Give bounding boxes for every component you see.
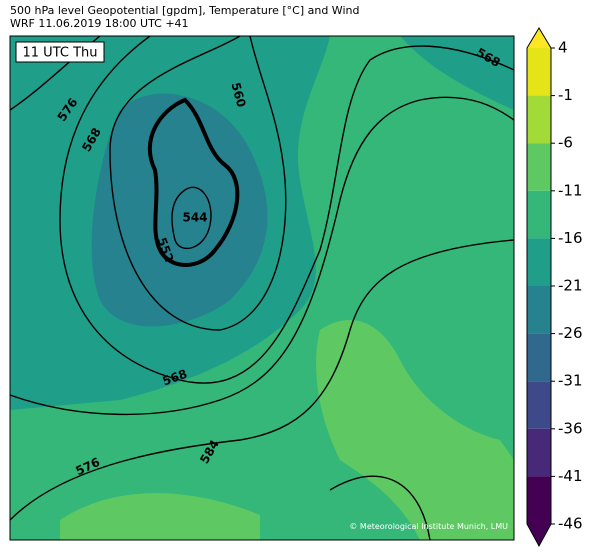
colorbar-segment — [527, 428, 551, 477]
map-title: 500 hPa level Geopotential [gpdm], Tempe… — [10, 4, 359, 17]
colorbar-tick-label: -6 — [558, 134, 573, 152]
temp-area — [91, 93, 268, 327]
temp-area — [400, 36, 514, 110]
colorbar-tick-label: -31 — [558, 372, 583, 390]
colorbar-tick-label: -21 — [558, 277, 583, 295]
colorbar-tick-label: -46 — [558, 515, 583, 533]
colorbar-tick-label: -26 — [558, 324, 583, 342]
contour-line — [10, 239, 514, 521]
contour-line — [10, 96, 514, 416]
colorbar-segment — [527, 95, 551, 144]
colorbar-segment — [527, 48, 551, 96]
colorbar-tick-label: -16 — [558, 229, 583, 247]
map-frame — [9, 35, 515, 541]
credit: © Meteorological Institute Munich, LMU — [349, 522, 508, 531]
contour-line — [171, 186, 212, 250]
colorbar-segment — [527, 333, 551, 382]
colorbar-tick-label: -36 — [558, 419, 583, 437]
colorbar-tick-label: -1 — [558, 86, 573, 104]
temp-area — [60, 493, 260, 540]
colorbar-segment — [527, 286, 551, 334]
colorbar-tick-label: 4 — [558, 39, 568, 57]
temp-area — [316, 320, 514, 540]
colorbar-segment — [527, 143, 551, 191]
colorbar-segment — [527, 381, 551, 429]
contour-label: 560 — [228, 81, 248, 109]
time-label: 11 UTC Thu — [23, 46, 98, 61]
time-box — [15, 41, 105, 63]
colorbar-extend-top — [527, 28, 551, 48]
contour-label: 544 — [182, 211, 207, 225]
colorbar-extend-bottom — [527, 524, 551, 546]
contour-line — [59, 36, 514, 384]
contour-line — [329, 475, 431, 540]
colorbar-segment — [527, 190, 551, 239]
map-subtitle: WRF 11.06.2019 18:00 UTC +41 — [10, 17, 189, 30]
colorbar-tick-label: -41 — [558, 467, 583, 485]
contour-line — [109, 36, 287, 331]
colorbar-tick-label: -11 — [558, 181, 583, 199]
colorbar: 4 -1 -6 -11 -16 -21 -26 -31 -36 -41 -46 — [526, 27, 583, 548]
contour-line-bold — [147, 97, 240, 267]
colorbar-segment — [527, 238, 551, 286]
colorbar-segment — [527, 476, 551, 524]
